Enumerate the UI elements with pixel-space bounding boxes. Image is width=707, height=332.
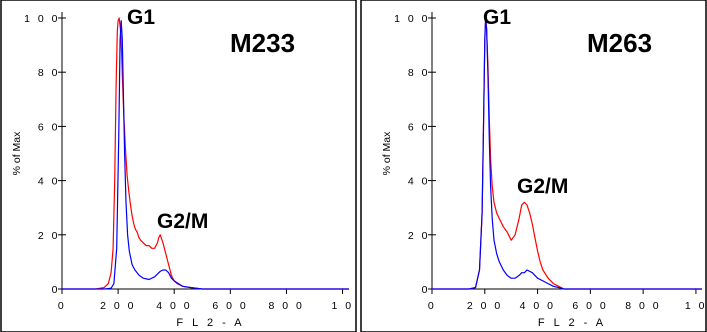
y-tick-label: 2 0 xyxy=(38,230,60,242)
sample-label: M233 xyxy=(230,28,295,58)
x-tick-label: 1 0 xyxy=(685,300,707,312)
series-line-red xyxy=(432,17,702,290)
g1-annotation: G1 xyxy=(127,6,155,29)
series-line-red xyxy=(62,17,349,290)
y-tick-label: 8 0 xyxy=(408,67,430,79)
x-tick-label: 2 0 0 xyxy=(467,300,503,312)
panel-frame-left xyxy=(0,0,357,332)
y-tick-label: 1 0 0 xyxy=(24,13,60,25)
y-tick-label: 8 0 xyxy=(38,67,60,79)
x-tick-label: 1 0 xyxy=(331,300,353,312)
x-axis-label: F L 2 - A xyxy=(538,317,606,329)
histogram-panel-right: 0 2 0 4 0 6 0 8 0 1 0 0 0 2 0 0 4 0 0 6 0 0 8 0 0 1… xyxy=(381,6,707,329)
y-tick-label: 6 0 xyxy=(408,121,430,133)
y-tick-label: 0 xyxy=(52,284,60,296)
y-tick-label: 0 xyxy=(422,284,430,296)
sample-label: M263 xyxy=(587,28,652,58)
x-tick-label: 4 0 0 xyxy=(156,300,192,312)
x-tick-label: 6 0 0 xyxy=(572,300,608,312)
g1-annotation: G1 xyxy=(483,6,511,29)
y-tick-label: 4 0 xyxy=(408,176,430,188)
y-tick-label: 4 0 xyxy=(38,176,60,188)
x-tick-label: 6 0 0 xyxy=(212,300,248,312)
x-tick-label: 8 0 0 xyxy=(625,300,661,312)
y-axis-label: % of Max xyxy=(381,131,393,176)
y-tick-label: 6 0 xyxy=(38,121,60,133)
x-tick-label: 2 0 0 xyxy=(100,300,136,312)
histogram-panel-left: 0 2 0 4 0 6 0 8 0 1 0 0 0 2 0 0 4 0 0 6 0 0 8 0 0 1… xyxy=(11,6,353,329)
y-tick-label: 1 0 0 xyxy=(394,13,430,25)
y-axis-label: % of Max xyxy=(11,131,23,176)
series-line-blue xyxy=(62,20,349,290)
g2m-annotation: G2/M xyxy=(517,175,568,198)
x-tick-label: 4 0 0 xyxy=(520,300,556,312)
g2m-annotation: G2/M xyxy=(157,210,208,233)
x-tick-label: 0 xyxy=(58,300,66,312)
y-tick-label: 2 0 xyxy=(408,230,430,242)
x-tick-label: 0 xyxy=(428,300,436,312)
panel-frame-right xyxy=(360,0,707,332)
series-line-blue xyxy=(432,17,702,290)
x-axis-label: F L 2 - A xyxy=(176,317,244,329)
x-tick-label: 8 0 0 xyxy=(269,300,305,312)
